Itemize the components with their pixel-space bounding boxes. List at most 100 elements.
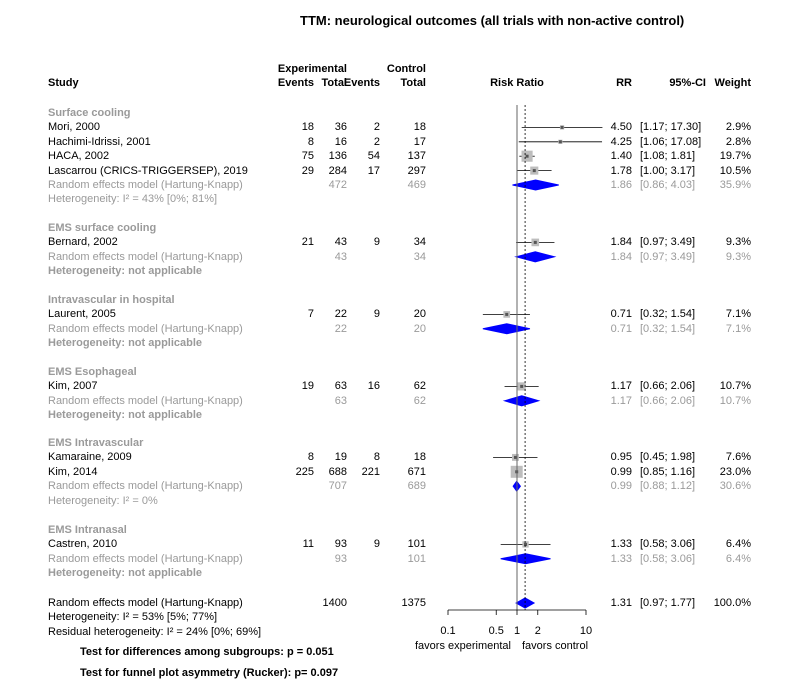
total-control: 297	[407, 164, 426, 177]
study-ci: [0.97; 3.49]	[640, 236, 696, 249]
subgroup-heading: EMS Intravascular	[48, 437, 144, 449]
total-experimental: 22	[334, 308, 347, 321]
total-experimental: 19	[334, 451, 347, 464]
subgroup-heading: EMS Intranasal	[48, 524, 127, 536]
study-name: Lascarrou (CRICS-TRIGGERSEP), 2019	[48, 164, 248, 177]
subgroup-random-total-experimental: 93	[334, 552, 347, 565]
study-square-center	[505, 312, 509, 316]
study-weight: 23.0%	[719, 465, 751, 478]
events-control: 17	[367, 164, 380, 177]
subgroup-random-rr: 1.84	[610, 250, 632, 263]
residual-heterogeneity: Residual heterogeneity: I² = 24% [0%; 69…	[48, 626, 262, 638]
study-square-center	[558, 140, 562, 144]
subgroup-random-weight: 6.4%	[725, 552, 751, 565]
study-ci: [1.08; 1.81]	[640, 150, 696, 163]
total-control: 17	[413, 135, 426, 148]
subgroup-random-total-experimental: 472	[328, 179, 347, 191]
study-name: Mori, 2000	[48, 121, 100, 134]
total-experimental: 16	[334, 135, 347, 148]
subgroup-diamond	[500, 553, 551, 565]
total-control: 34	[413, 236, 426, 249]
study-rr: 1.40	[610, 150, 632, 163]
subgroup-random-total-control: 62	[413, 394, 426, 407]
study-ci: [0.66; 2.06]	[640, 380, 696, 393]
events-control: 16	[367, 380, 380, 393]
total-control: 20	[413, 308, 426, 321]
study-ci: [0.85; 1.16]	[640, 465, 696, 478]
subgroup-random-rr: 1.17	[610, 394, 632, 407]
study-square-center	[560, 125, 564, 129]
events-experimental: 19	[301, 380, 314, 393]
study-weight: 6.4%	[725, 538, 751, 551]
subgroup-diamond	[482, 323, 531, 335]
study-square-center	[524, 542, 528, 546]
events-experimental: 7	[307, 308, 314, 321]
study-square-center	[520, 384, 524, 388]
subgroup-random-total-control: 34	[413, 250, 426, 263]
subgroup-random-total-control: 20	[413, 322, 426, 335]
subgroup-heterogeneity: Heterogeneity: not applicable	[48, 409, 203, 422]
total-experimental: 688	[328, 465, 347, 478]
study-rr: 0.95	[610, 451, 632, 464]
events-experimental: 8	[307, 135, 314, 148]
subgroup-random-label: Random effects model (Hartung-Knapp)	[48, 552, 243, 565]
overall-label: Random effects model (Hartung-Knapp)	[48, 597, 243, 609]
study-ci: [1.06; 17.08]	[640, 135, 702, 148]
subgroup-random-weight: 7.1%	[725, 322, 751, 335]
total-experimental: 36	[334, 121, 347, 134]
x-axis-tick-label: 1	[513, 625, 521, 637]
subgroup-heterogeneity: Heterogeneity: not applicable	[48, 337, 203, 350]
overall-heterogeneity: Heterogeneity: I² = 53% [5%; 77%]	[48, 611, 218, 623]
study-weight: 2.9%	[725, 121, 751, 134]
study-name: Bernard, 2002	[48, 236, 118, 249]
x-axis-tick-label: 2	[534, 625, 541, 637]
study-rr: 1.78	[610, 164, 632, 177]
total-experimental: 93	[334, 538, 347, 551]
header-events-control: Events	[343, 77, 380, 89]
events-control: 2	[373, 121, 380, 134]
study-name: Kim, 2007	[48, 380, 98, 393]
subgroup-heterogeneity: Heterogeneity: not applicable	[48, 567, 203, 580]
study-ci: [1.17; 17.30]	[640, 121, 702, 134]
events-control: 9	[373, 538, 380, 551]
subgroup-heading: EMS surface cooling	[48, 222, 157, 234]
events-experimental: 11	[302, 538, 314, 551]
study-weight: 7.6%	[725, 451, 751, 464]
subgroup-heterogeneity: Heterogeneity: I² = 43% [0%; 81%]	[48, 193, 218, 206]
subgroup-random-label: Random effects model (Hartung-Knapp)	[48, 179, 243, 191]
header-experimental: Experimental	[277, 63, 347, 75]
header-events-experimental: Events	[277, 77, 314, 89]
study-weight: 9.3%	[725, 236, 751, 249]
study-weight: 10.5%	[719, 164, 751, 177]
study-rr: 0.99	[610, 465, 632, 478]
study-ci: [1.00; 3.17]	[640, 164, 696, 177]
events-control: 2	[373, 135, 380, 148]
study-rr: 4.50	[610, 121, 632, 134]
x-axis-tick-label: 0.5	[488, 625, 504, 637]
overall-rr: 1.31	[610, 597, 632, 609]
subgroup-random-rr: 1.33	[610, 552, 632, 565]
subgroup-random-total-experimental: 63	[334, 394, 347, 407]
total-control: 18	[413, 451, 426, 464]
subgroup-random-total-experimental: 707	[328, 480, 347, 493]
subgroup-random-ci: [0.88; 1.12]	[640, 480, 696, 493]
header-total-control: Total	[400, 77, 426, 89]
study-rr: 0.71	[610, 308, 632, 321]
total-experimental: 284	[328, 164, 347, 177]
subgroup-random-weight: 10.7%	[719, 394, 751, 407]
subgroup-diamond	[512, 179, 559, 191]
subgroup-random-ci: [0.32; 1.54]	[640, 322, 696, 335]
study-name: HACA, 2002	[48, 150, 110, 163]
subgroup-random-weight: 9.3%	[725, 250, 751, 263]
total-control: 671	[407, 465, 426, 478]
header-ci: 95%-CI	[669, 77, 706, 89]
events-experimental: 225	[295, 465, 314, 478]
header-control: Control	[386, 63, 426, 75]
overall-ci: [0.97; 1.77]	[640, 597, 696, 609]
events-experimental: 18	[301, 121, 314, 134]
study-name: Castren, 2010	[48, 538, 118, 551]
study-weight: 2.8%	[725, 135, 751, 148]
header-weight: Weight	[714, 77, 751, 89]
subgroup-random-total-control: 101	[407, 552, 426, 565]
events-control: 8	[373, 451, 380, 464]
